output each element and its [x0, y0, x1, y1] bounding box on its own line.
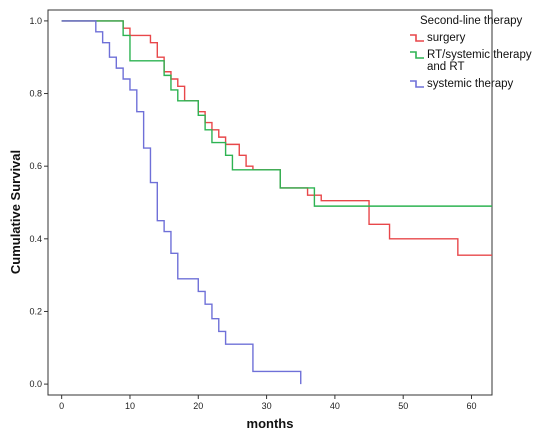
y-axis-title: Cumulative Survival	[8, 150, 23, 274]
series-line-2	[61, 20, 492, 207]
legend-swatch-2	[410, 51, 424, 59]
y-tick-label: 0.2	[29, 306, 42, 316]
x-tick-label: 30	[262, 401, 272, 411]
legend: Second-line therapy surgery RT/systemic t…	[410, 15, 532, 90]
plot-frame	[47, 9, 493, 396]
legend-label-1: surgery	[427, 32, 466, 44]
y-tick-label: 0.8	[29, 89, 42, 99]
legend-swatch-1	[410, 34, 424, 42]
x-axis-title: months	[247, 416, 294, 431]
y-tick-label: 0.6	[29, 161, 42, 171]
x-tick-label: 50	[398, 401, 408, 411]
legend-label-3: systemic therapy	[427, 78, 514, 90]
y-tick-label: 0.4	[29, 234, 42, 244]
legend-label-2: RT/systemic therapy and RT	[427, 49, 532, 73]
x-tick-label: 40	[330, 401, 340, 411]
series-line-3	[61, 20, 302, 385]
x-tick-label: 0	[59, 401, 64, 411]
x-tick-label: 10	[125, 401, 135, 411]
legend-title: Second-line therapy	[420, 15, 523, 27]
y-tick-label: 1.0	[29, 16, 42, 26]
legend-swatch-3	[410, 80, 424, 88]
x-tick-label: 20	[193, 401, 203, 411]
series-line-1	[61, 20, 492, 256]
x-tick-label: 60	[466, 401, 476, 411]
y-tick-label: 0.0	[29, 379, 42, 389]
